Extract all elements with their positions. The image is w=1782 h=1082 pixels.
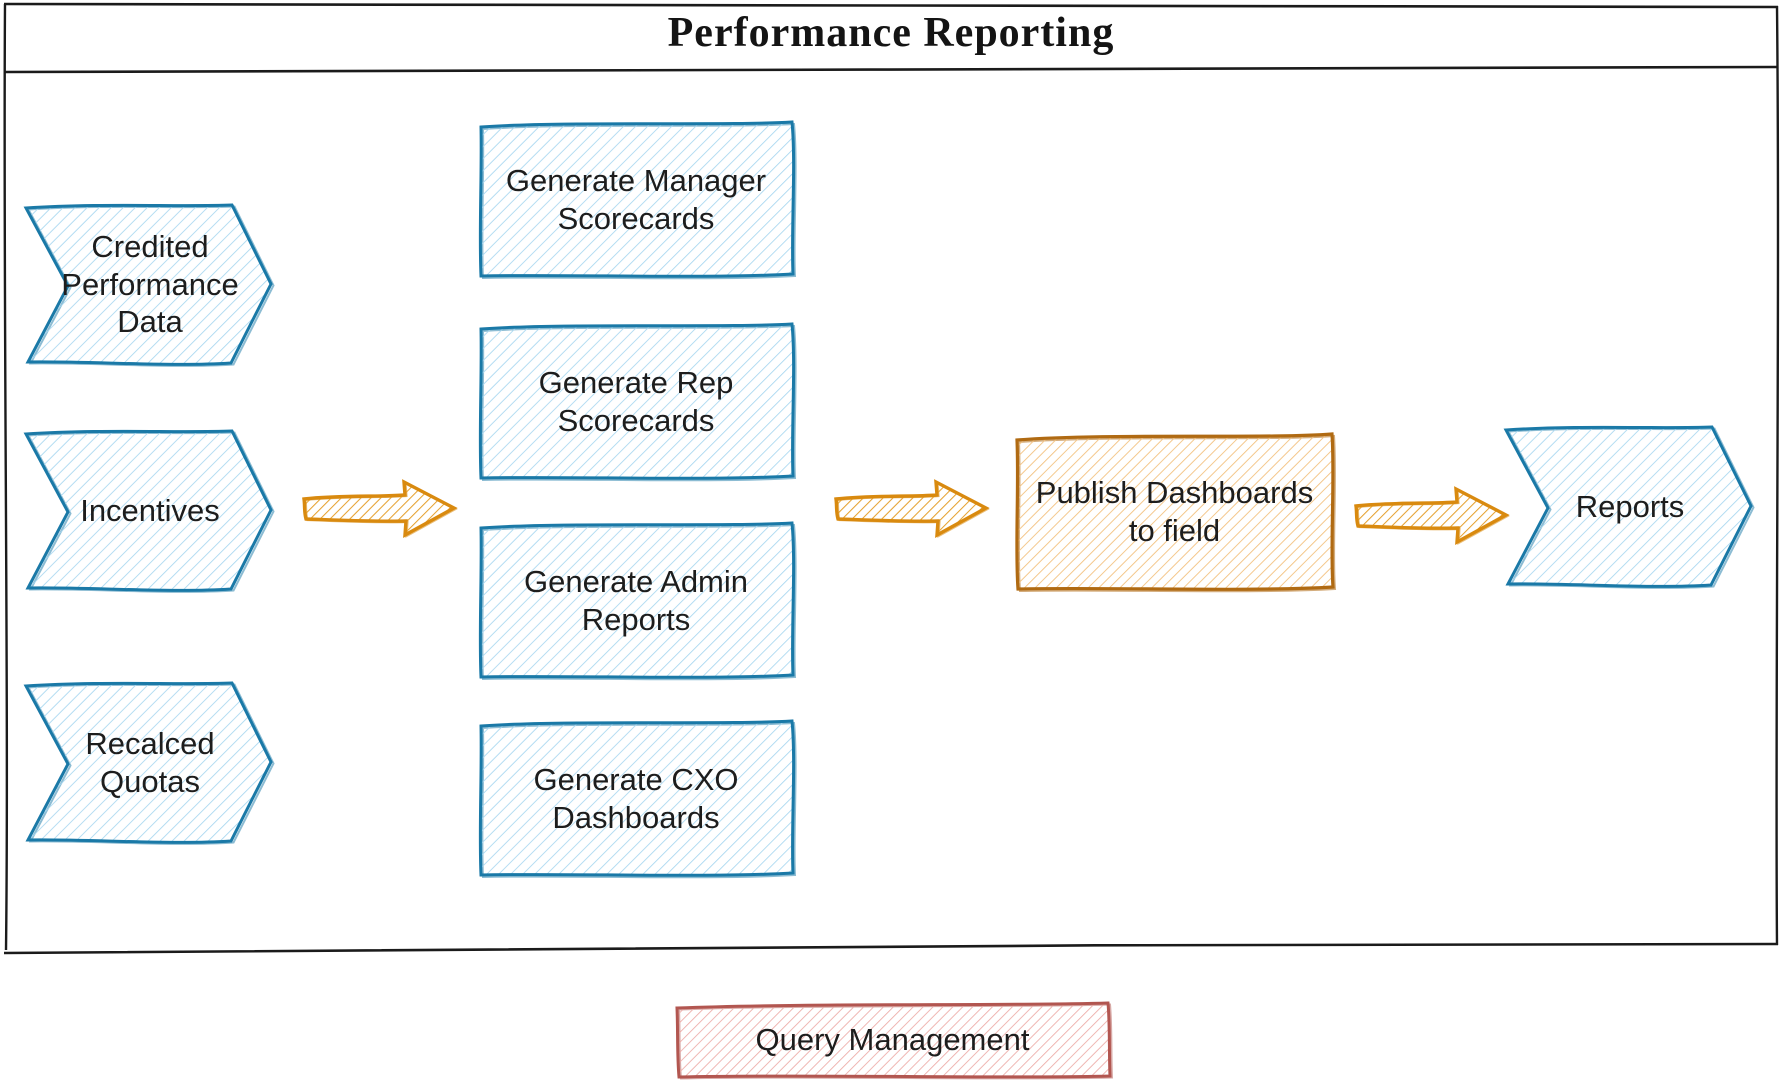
flow-arrow-inputs-to-generate[interactable] [302, 480, 458, 538]
frame-border [3, 2, 1780, 955]
node-generate-cxo-dashboards[interactable] [478, 719, 798, 879]
node-credited-performance-data[interactable] [24, 203, 275, 368]
frame-title: Performance Reporting [667, 10, 1115, 56]
node-generate-rep-scorecards[interactable] [478, 322, 798, 482]
flow-arrow-publish-to-reports[interactable] [1354, 487, 1510, 545]
node-reports[interactable] [1504, 425, 1755, 590]
node-publish-dashboards-to-field[interactable] [1015, 432, 1337, 593]
node-incentives[interactable] [24, 429, 275, 594]
flow-arrow-generate-to-publish[interactable] [834, 480, 990, 538]
node-generate-manager-scorecards[interactable] [478, 120, 798, 280]
node-recalced-quotas[interactable] [24, 681, 275, 846]
node-query-management[interactable] [675, 1001, 1114, 1080]
node-generate-admin-reports[interactable] [478, 521, 798, 681]
